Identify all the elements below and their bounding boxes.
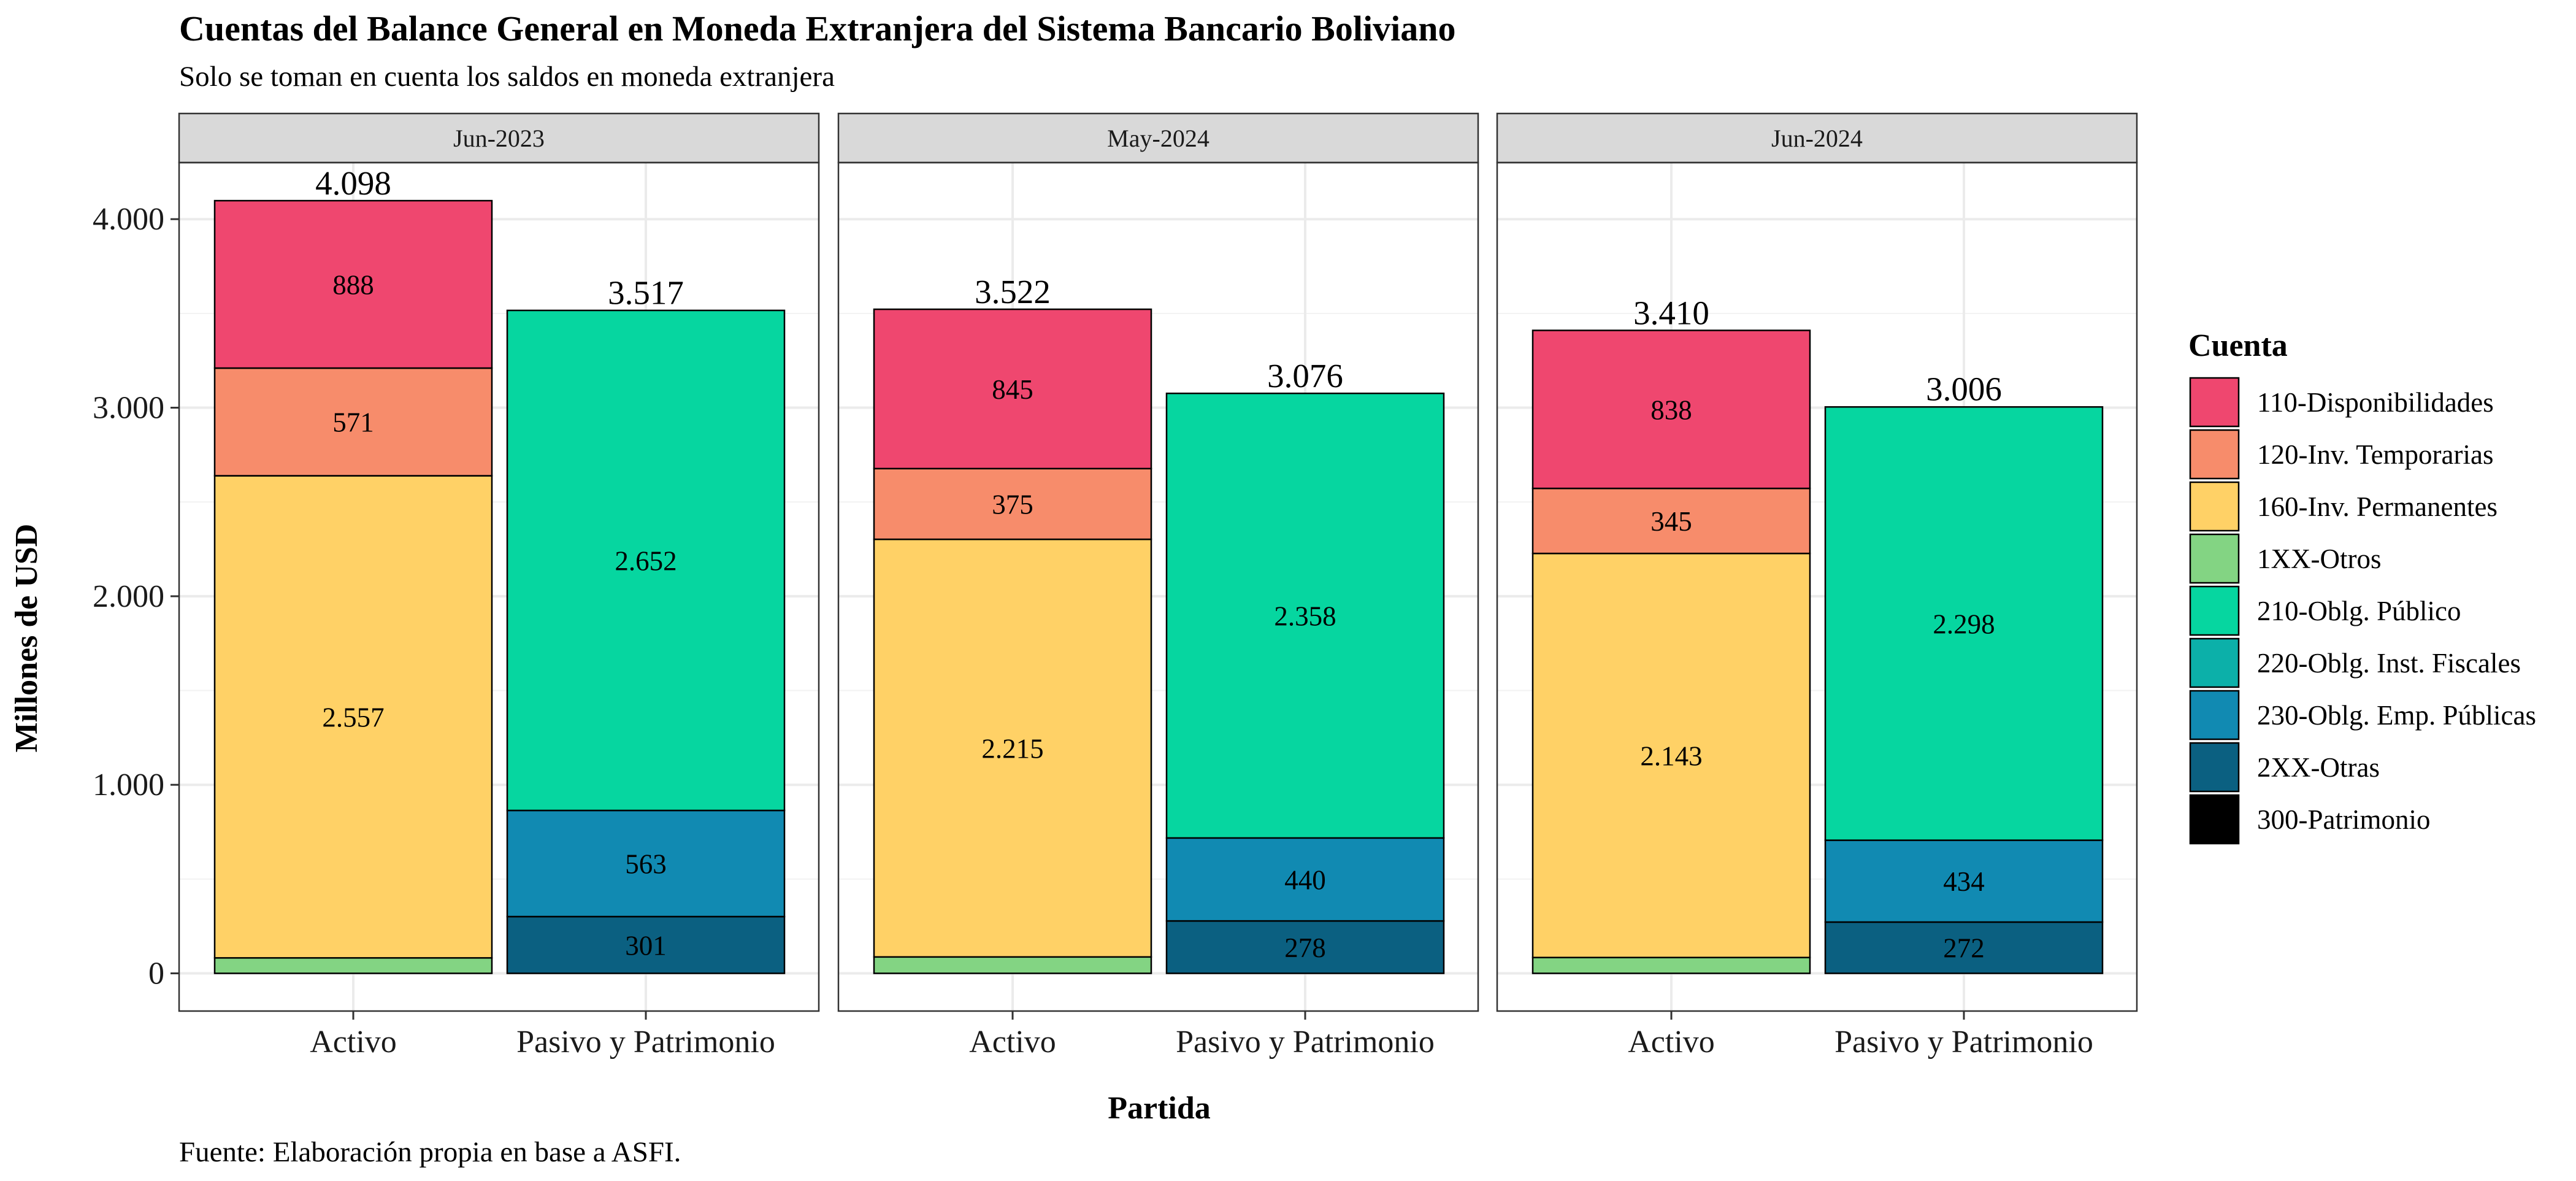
- segment-value-label: 888: [332, 270, 374, 301]
- bar-segment-120-inv-temporarias: [213, 367, 493, 477]
- legend-label: 1XX-Otros: [2257, 544, 2381, 574]
- legend-label: 220-Oblg. Inst. Fiscales: [2257, 648, 2521, 679]
- bar-segment-120-inv-temporarias: [873, 467, 1152, 540]
- bar-segment-2xx-otras: [1165, 920, 1445, 974]
- x-tick-label: Activo: [1628, 1025, 1715, 1060]
- facet-may-2024: May-2024 2.215 375 845 3.522 278 440 2.358 3.076…: [837, 112, 1479, 1060]
- segment-value-label: 2.298: [1933, 609, 1995, 639]
- facet-strip: [837, 112, 1479, 164]
- bar-segment-230-oblg-emp-p-blicas: [1165, 837, 1445, 922]
- legend-swatch-210-oblg-p-blico: [2189, 585, 2240, 636]
- facet-strip-label: Jun-2023: [453, 125, 545, 152]
- bar-segment-110-disponibilidades: [213, 199, 493, 369]
- legend: Cuenta 110-Disponibilidades 120-Inv. Temp…: [2188, 328, 2536, 845]
- legend-title: Cuenta: [2188, 328, 2288, 363]
- bar-total-label: 3.522: [975, 273, 1051, 310]
- x-tick-label: Pasivo y Patrimonio: [516, 1025, 775, 1060]
- bar-total-label: 4.098: [315, 164, 391, 202]
- segment-value-label: 375: [992, 489, 1033, 520]
- legend-label: 120-Inv. Temporarias: [2257, 439, 2494, 470]
- y-axis-title: Millones de USD: [9, 524, 44, 753]
- segment-value-label: 272: [1943, 933, 1985, 964]
- bar-segment-2xx-otras: [506, 915, 786, 974]
- y-tick-label: 3.000: [93, 391, 164, 426]
- bar-segment-160-inv-permanentes: [873, 538, 1152, 958]
- panel-border: [178, 161, 820, 1012]
- segment-value-label: 563: [625, 849, 667, 880]
- segment-value-label: 838: [1650, 394, 1692, 425]
- chart-subtitle: Solo se toman en cuenta los saldos en mo…: [179, 61, 835, 93]
- legend-swatch-300-patrimonio: [2189, 794, 2240, 845]
- facet-panels: Jun-2023 2.557 571 888 4.098 301 563 2.652 3.517…: [178, 112, 2138, 1060]
- bar-segment-1xx-otros: [1531, 956, 1811, 974]
- facet-strip: [1496, 112, 2138, 164]
- bar-segment-110-disponibilidades: [1531, 329, 1811, 490]
- chart-title: Cuentas del Balance General en Moneda Ex…: [179, 9, 1455, 48]
- bar-segment-160-inv-permanentes: [213, 475, 493, 959]
- bar-segment-210-oblg-p-blico: [1165, 392, 1445, 839]
- y-tick-label: 4.000: [93, 202, 164, 237]
- facet-jun-2023: Jun-2023 2.557 571 888 4.098 301 563 2.652 3.517…: [178, 112, 820, 1060]
- legend-swatch-220-oblg-inst-fiscales: [2189, 637, 2240, 688]
- x-tick-label: Pasivo y Patrimonio: [1834, 1025, 2093, 1060]
- bar-total-label: 3.006: [1926, 371, 2002, 408]
- segment-value-label: 440: [1284, 864, 1326, 895]
- facet-strip: [178, 112, 820, 164]
- y-tick-label: 1.000: [93, 767, 164, 802]
- legend-swatch-160-inv-permanentes: [2189, 481, 2240, 532]
- segment-value-label: 571: [332, 407, 374, 438]
- legend-swatch-120-inv-temporarias: [2189, 429, 2240, 480]
- facet-strip-label: May-2024: [1107, 125, 1209, 152]
- y-tick-label: 0: [148, 956, 164, 991]
- legend-swatch-110-disponibilidades: [2189, 377, 2240, 428]
- bar-segment-1xx-otros: [213, 957, 493, 974]
- segment-value-label: 2.652: [615, 545, 677, 576]
- y-axis: 0 1.000 2.000 3.000 4.000: [93, 202, 179, 991]
- bar-total-label: 3.410: [1633, 294, 1709, 332]
- x-tick-label: Pasivo y Patrimonio: [1176, 1025, 1435, 1060]
- facet-strip-label: Jun-2024: [1771, 125, 1863, 152]
- segment-value-label: 2.143: [1640, 741, 1702, 771]
- x-axis-title: Partida: [1108, 1091, 1211, 1126]
- bar-segment-110-disponibilidades: [873, 308, 1152, 470]
- segment-value-label: 2.215: [981, 733, 1043, 764]
- bar-total-label: 3.517: [608, 274, 684, 312]
- panel-border: [837, 161, 1479, 1012]
- panel-border: [1496, 161, 2138, 1012]
- legend-swatch-1xx-otros: [2189, 533, 2240, 584]
- legend-swatch-230-oblg-emp-p-blicas: [2189, 690, 2240, 741]
- legend-label: 210-Oblg. Público: [2257, 596, 2461, 626]
- x-tick-label: Activo: [310, 1025, 397, 1060]
- y-tick-label: 2.000: [93, 579, 164, 614]
- bar-segment-160-inv-permanentes: [1531, 552, 1811, 958]
- bar-segment-230-oblg-emp-p-blicas: [1824, 839, 2104, 923]
- segment-value-label: 2.358: [1274, 601, 1336, 632]
- bar-total-label: 3.076: [1267, 357, 1343, 394]
- segment-value-label: 345: [1650, 506, 1692, 537]
- legend-label: 2XX-Otras: [2257, 752, 2380, 783]
- legend-label: 230-Oblg. Emp. Públicas: [2257, 700, 2536, 731]
- segment-value-label: 2.557: [322, 702, 384, 733]
- legend-label: 110-Disponibilidades: [2257, 387, 2494, 418]
- facet-jun-2024: Jun-2024 2.143 345 838 3.410 272 434 2.298 3.006…: [1496, 112, 2138, 1060]
- legend-label: 300-Patrimonio: [2257, 804, 2430, 835]
- bar-segment-2xx-otras: [1824, 921, 2104, 974]
- bar-segment-210-oblg-p-blico: [1824, 406, 2104, 841]
- legend-label: 160-Inv. Permanentes: [2257, 491, 2497, 522]
- chart-caption: Fuente: Elaboración propia en base a ASF…: [179, 1136, 681, 1168]
- segment-value-label: 845: [992, 374, 1033, 405]
- segment-value-label: 434: [1943, 866, 1985, 897]
- segment-value-label: 278: [1284, 933, 1326, 963]
- bar-segment-120-inv-temporarias: [1531, 487, 1811, 555]
- bar-segment-1xx-otros: [873, 956, 1152, 974]
- bar-segment-230-oblg-emp-p-blicas: [506, 809, 786, 918]
- segment-value-label: 301: [625, 930, 667, 961]
- legend-swatch-2xx-otras: [2189, 742, 2240, 793]
- x-tick-label: Activo: [969, 1025, 1056, 1060]
- bar-segment-210-oblg-p-blico: [506, 309, 786, 812]
